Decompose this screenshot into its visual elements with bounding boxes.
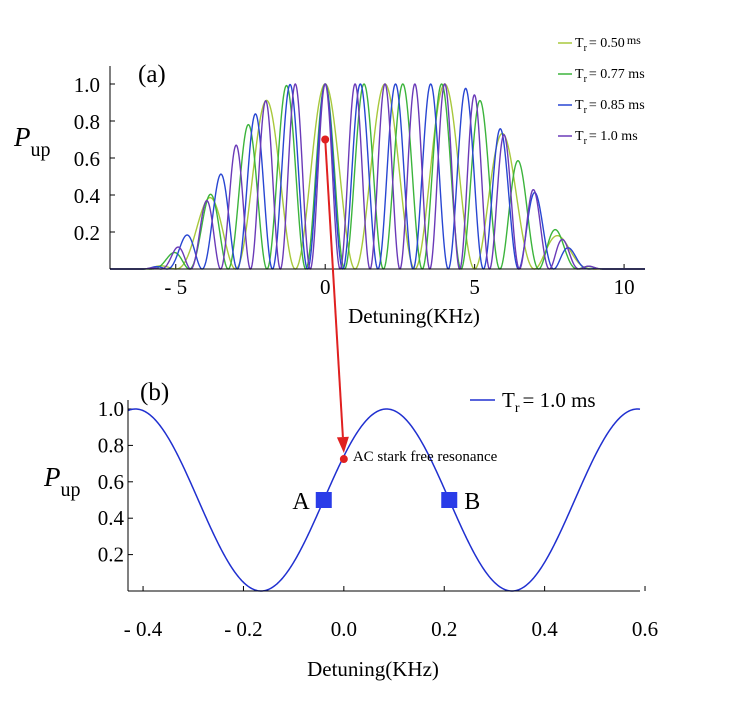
svg-text:Pup: Pup xyxy=(43,462,81,501)
panel-a: (a) Pup 0.2 0.4 0.6 0.8 1.0 - 5 0 5 10 Detuning… xyxy=(13,33,645,328)
panel-b-series xyxy=(128,408,641,592)
panel-a-ytick-label: 1.0 xyxy=(74,73,100,97)
svg-text:Pup: Pup xyxy=(13,122,51,161)
legend-label-sub: r xyxy=(584,74,588,85)
legend-label-unit: ms xyxy=(627,33,641,47)
panel-b-xtick-label: - 0.2 xyxy=(224,617,263,641)
legend-label-main: T xyxy=(575,67,584,82)
panel-b-ytick-label: 0.6 xyxy=(98,470,124,494)
panel-b-point-marker xyxy=(441,492,458,508)
panel-b-annotation-dot xyxy=(339,455,348,464)
panel-a-ytick-label: 0.8 xyxy=(74,110,100,134)
panel-a-series xyxy=(110,83,645,270)
panel-b-point-marker xyxy=(315,492,332,508)
panel-b-xlabel: Detuning(KHz) xyxy=(307,657,439,681)
legend-label-sub: r xyxy=(584,136,588,147)
panel-a-xtick-label: 5 xyxy=(469,275,480,299)
panel-b-xtick-label: 0.4 xyxy=(532,617,559,641)
panel-a-ylabel-sub: up xyxy=(31,139,51,161)
panel-a-ylabel-main: P xyxy=(13,122,31,152)
panel-a-legend-label: Tr = 1.0 ms xyxy=(575,129,638,147)
panel-b-xtick-label: 0.2 xyxy=(431,617,457,641)
legend-label-main: T xyxy=(575,98,584,113)
panel-b-legend: Tr = 1.0 ms xyxy=(470,388,596,416)
legend-label-rest: = 0.50 xyxy=(589,36,625,51)
panel-b-ytick-label: 0.4 xyxy=(98,506,125,530)
panel-b-annotation: AC stark free resonance xyxy=(339,449,498,465)
legend-label-main: T xyxy=(575,129,584,144)
panel-b-legend-label: Tr = 1.0 ms xyxy=(502,388,596,416)
panel-a-ylabel: Pup xyxy=(13,122,51,161)
legend-label-sub: r xyxy=(584,43,588,54)
panel-b-ytick-label: 1.0 xyxy=(98,397,124,421)
panel-a-xtick-label: 0 xyxy=(320,275,331,299)
panel-a-x-ticks: - 5 0 5 10 xyxy=(164,264,635,299)
panel-a-series-line xyxy=(110,83,645,270)
panel-b-xtick-label: 0.0 xyxy=(331,617,357,641)
legend-label-main: T xyxy=(502,388,515,412)
panel-b-ytick-label: 0.2 xyxy=(98,543,124,567)
panel-b-xtick-label: 0.6 xyxy=(632,617,658,641)
legend-label-sub: r xyxy=(584,105,588,116)
panel-b-xtick-label: - 0.4 xyxy=(124,617,163,641)
panel-a-ytick-label: 0.6 xyxy=(74,147,100,171)
panel-a-y-ticks: 0.2 0.4 0.6 0.8 1.0 xyxy=(74,73,115,245)
panel-a-ytick-label: 0.2 xyxy=(74,221,100,245)
panel-b-y-ticks: 0.2 0.4 0.6 0.8 1.0 xyxy=(98,397,133,567)
panel-a-series-line xyxy=(110,83,645,270)
panel-b-ylabel-sub: up xyxy=(61,479,81,501)
panel-a-ytick-label: 0.4 xyxy=(74,184,101,208)
legend-label-main: T xyxy=(575,36,584,51)
connector-arrow xyxy=(324,139,349,454)
legend-label-sub: r xyxy=(515,401,520,416)
panel-b: (b) Pup 0.2 0.4 0.6 0.8 1.0 - 0.4 - 0.2 0.0 0.2… xyxy=(43,379,658,681)
panel-a-label: (a) xyxy=(138,61,166,88)
panel-b-ylabel-main: P xyxy=(43,462,61,492)
panel-a-xtick-label: - 5 xyxy=(164,275,187,299)
panel-a-legend-label: Tr = 0.85 ms xyxy=(575,98,645,116)
panel-b-point-label: A xyxy=(292,489,310,515)
panel-a-xtick-label: 10 xyxy=(614,275,635,299)
legend-label-rest: = 1.0 ms xyxy=(589,129,638,144)
legend-label-rest: = 0.77 ms xyxy=(589,67,645,82)
panel-b-ytick-label: 0.8 xyxy=(98,433,124,457)
panel-a-xlabel: Detuning(KHz) xyxy=(348,304,480,328)
panel-a-series-line xyxy=(110,83,645,270)
panel-b-annotation-text: AC stark free resonance xyxy=(353,449,498,465)
panel-b-x-ticks: - 0.4 - 0.2 0.0 0.2 0.4 0.6 xyxy=(124,586,658,641)
panel-b-point-label: B xyxy=(464,489,480,515)
panel-b-ylabel: Pup xyxy=(43,462,81,501)
panel-a-legend-label: Tr = 0.77 ms xyxy=(575,67,645,85)
panel-b-series-line xyxy=(128,408,641,592)
legend-label-rest: = 1.0 ms xyxy=(523,388,596,412)
panel-b-label: (b) xyxy=(140,379,169,406)
legend-label-rest: = 0.85 ms xyxy=(589,98,645,113)
panel-a-legend-label: Tr = 0.50 ms xyxy=(575,33,641,54)
